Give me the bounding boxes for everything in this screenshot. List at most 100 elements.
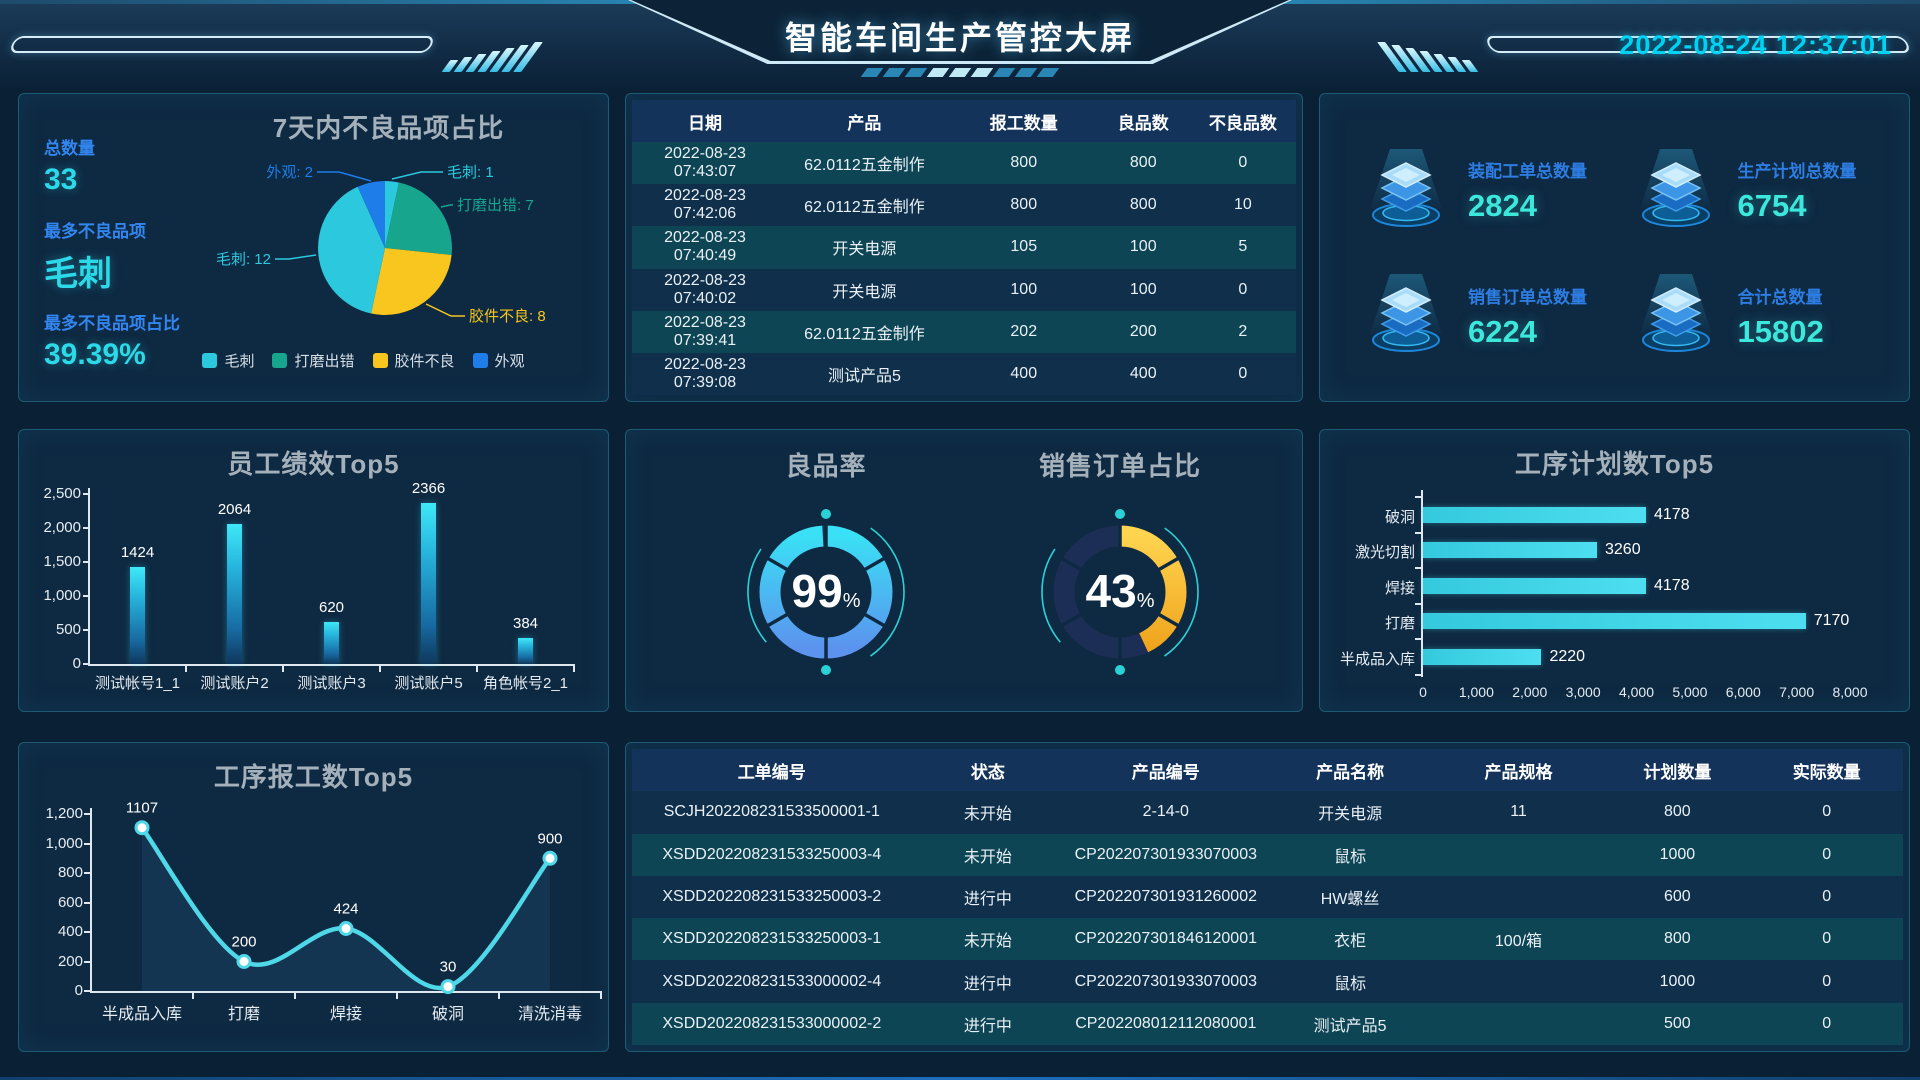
legend-item: 毛刺 <box>202 350 254 371</box>
bar <box>130 567 145 664</box>
table-cell: 测试产品5 <box>1313 1017 1387 1035</box>
bar-value: 620 <box>318 598 345 616</box>
pie-leader-line <box>317 171 372 182</box>
y-axis-category: 激光切割 <box>1354 544 1415 562</box>
gauge-value: 43% <box>1086 565 1155 617</box>
stat-label: 总数量 <box>44 139 95 158</box>
x-axis-category: 测试帐号1_1 <box>94 675 181 692</box>
pie-slice <box>385 182 452 255</box>
table-cell: 800 <box>1129 196 1157 214</box>
legend-label: 外观 <box>494 353 525 370</box>
panel-title: 7天内不良品项占比 <box>272 113 505 143</box>
table-cell: 400 <box>1010 364 1038 382</box>
column-header: 产品 <box>847 113 882 133</box>
table-cell: CP202207301933070003 <box>1074 972 1257 990</box>
gauge-svg: 43% <box>1041 509 1199 675</box>
column-header: 工单编号 <box>737 762 806 782</box>
x-axis-label: 1,000 <box>1458 683 1494 700</box>
stat-card: 装配工单总数量 2824 <box>1360 128 1630 254</box>
point-value: 424 <box>333 901 358 918</box>
y-axis-tick <box>83 527 89 529</box>
table-cell: 800 <box>1664 803 1691 821</box>
legend-label: 毛刺 <box>224 353 255 370</box>
x-axis-tick <box>379 666 381 672</box>
table-cell: 800 <box>1010 154 1038 172</box>
x-axis-category: 角色帐号2_1 <box>482 675 569 692</box>
table-cell: 62.0112五金制作 <box>804 199 925 217</box>
header: 智能车间生产管控大屏 2022-08-24 12:37:01 <box>0 0 1920 90</box>
stat-label: 最多不良品项 <box>44 222 146 241</box>
layers-icon <box>1370 274 1442 353</box>
table-cell: 开关电源 <box>832 241 897 259</box>
panel-title: 员工绩效Top5 <box>227 449 400 479</box>
table-cell: 0 <box>1822 803 1832 821</box>
y-axis-tick <box>84 931 90 933</box>
y-axis-label: 2,000 <box>43 519 81 536</box>
table-cell: 0 <box>1822 1014 1832 1032</box>
y-axis-label: 400 <box>57 923 83 940</box>
line-point <box>440 979 456 995</box>
column-header: 状态 <box>970 762 1005 782</box>
process-plan-bar-chart: 破洞 4178 激光切割 3260 焊接 4178 打磨 7170 半成品入库 2220 0 1,00… <box>1320 430 1909 711</box>
table-cell: 2 <box>1238 322 1248 340</box>
y-axis-tick <box>84 813 90 815</box>
table-cell: 2-14-0 <box>1142 803 1189 821</box>
pie-slice <box>318 186 385 314</box>
bar-value: 2064 <box>217 500 252 518</box>
bar-value: 384 <box>512 614 539 632</box>
performance-bar-chart: 0 500 1,000 1,500 2,000 2,500 1424 测试帐号1_1 2064 测… <box>19 430 608 711</box>
bar-value: 4178 <box>1654 505 1690 523</box>
point-value: 30 <box>440 959 457 976</box>
work-orders-table: 工单编号 状态 产品编号 产品名称 产品规格 计划数量 实际数量 SCJH2022082315… <box>632 749 1903 1045</box>
stat-label: 销售订单总数量 <box>1468 287 1587 307</box>
table-cell: 800 <box>1129 154 1157 172</box>
y-axis-label: 500 <box>55 621 81 638</box>
y-axis-tick <box>83 561 89 563</box>
y-axis-label: 600 <box>57 893 83 911</box>
stats-grid: 装配工单总数量 2824 生产计划总数量 6754 销售订单总数量 6224 合… <box>1320 94 1909 401</box>
y-axis-category: 打磨 <box>1384 615 1415 633</box>
defect-top-item-stat: 最多不良品项 毛刺 <box>44 217 146 295</box>
table-cell: 2022-08-23 07:43:07 <box>664 145 746 181</box>
x-axis-category: 焊接 <box>329 1006 362 1023</box>
defect-total-stat: 总数量 33 <box>44 134 95 197</box>
table-cell: 100 <box>1010 280 1038 298</box>
x-axis-tick <box>396 993 398 999</box>
column-header: 计划数量 <box>1643 762 1712 782</box>
x-axis-category: 测试账户3 <box>297 675 366 692</box>
panel-performance: 员工绩效Top5 0 500 1,000 1,500 2,000 2,500 1424 测试帐… <box>18 429 609 712</box>
defect-top-ratio-stat: 最多不良品项占比 39.39% <box>44 309 180 372</box>
legend-swatch <box>372 353 388 368</box>
table-row: 2022-08-23 07:39:41 62.0112五金制作 202 200 2 <box>632 310 1296 353</box>
y-axis-label: 1,000 <box>45 834 83 852</box>
page-title: 智能车间生产管控大屏 <box>784 20 1135 56</box>
stat-value: 39.39% <box>44 338 146 371</box>
table-cell: XSDD202208231533000002-4 <box>662 972 882 990</box>
table-cell: SCJH202208231533500001-1 <box>663 803 880 821</box>
column-header: 日期 <box>688 113 723 133</box>
legend-item: 打磨出错 <box>272 350 355 371</box>
defect-pie-chart: 毛刺: 1 打磨出错: 7 胶件不良: 8 毛刺: 12 外观: 2 <box>19 94 608 401</box>
table-header-row: 工单编号 状态 产品编号 产品名称 产品规格 计划数量 实际数量 <box>632 749 1903 792</box>
y-axis-label: 200 <box>57 952 83 970</box>
table-cell: 105 <box>1010 238 1038 256</box>
x-axis-category: 清洗消毒 <box>517 1006 582 1023</box>
defect-pie-svg: 毛刺: 1 打磨出错: 7 胶件不良: 8 毛刺: 12 外观: 2 <box>216 164 546 325</box>
gauge-title: 销售订单占比 <box>1038 451 1201 481</box>
table-cell: 进行中 <box>963 890 1012 908</box>
stat-label: 最多不良品项占比 <box>44 314 180 333</box>
table-cell: 未开始 <box>963 806 1012 824</box>
x-axis-line <box>88 664 575 666</box>
line-point <box>134 820 150 836</box>
column-header: 报工数量 <box>989 113 1058 133</box>
table-cell: 0 <box>1822 887 1832 905</box>
table-cell: 202 <box>1010 322 1038 340</box>
table-cell: 800 <box>1664 930 1691 948</box>
line-point <box>236 954 252 969</box>
table-row: SCJH202208231533500001-1 未开始 2-14-0 开关电源 11 8… <box>632 791 1903 834</box>
pie-label: 毛刺: 12 <box>216 251 271 268</box>
table-cell: 鼠标 <box>1334 975 1367 993</box>
y-axis-line <box>90 808 92 992</box>
x-axis-label: 2,000 <box>1512 683 1548 700</box>
